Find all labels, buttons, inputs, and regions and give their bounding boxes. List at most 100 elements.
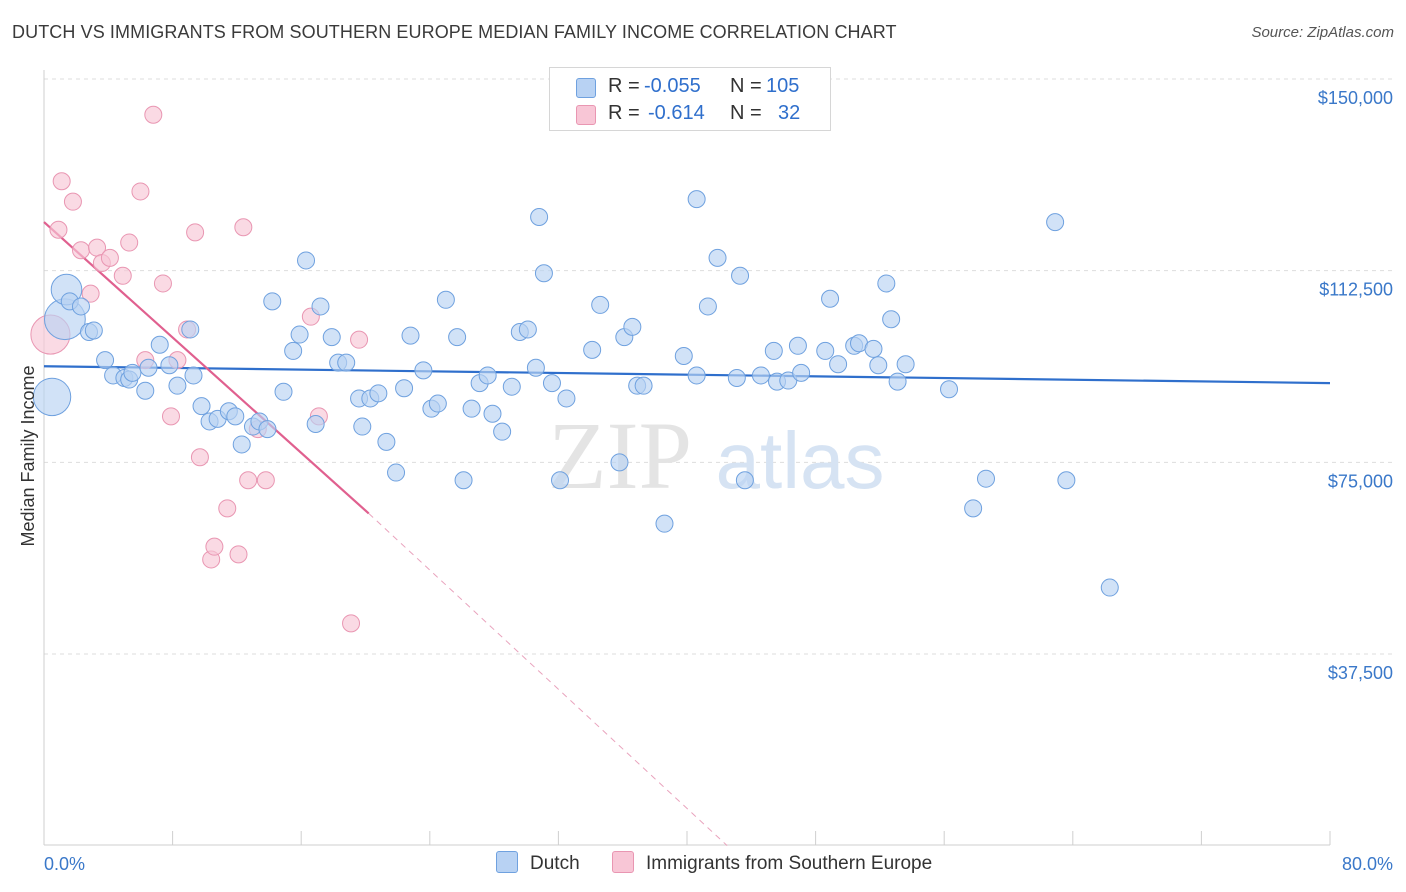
immigrants-point	[205, 537, 224, 556]
legend-n-label: N =	[730, 102, 762, 124]
dutch-point	[448, 328, 467, 347]
dutch-point	[263, 292, 282, 311]
dutch-point	[821, 289, 840, 308]
dutch-point	[401, 326, 420, 345]
immigrants-point	[256, 471, 275, 490]
immigrants-point	[100, 248, 119, 267]
immigrants-trend-extension	[368, 513, 728, 847]
dutch-point	[940, 380, 959, 399]
immigrants-point	[144, 105, 163, 124]
dutch-point	[518, 320, 537, 339]
dutch-point	[788, 336, 807, 355]
dutch-legend-swatch	[496, 851, 518, 873]
stats-legend: R = -0.055 N = 105 R = -0.614 N = 32	[549, 67, 831, 131]
dutch-point	[610, 453, 629, 472]
immigrants-point	[229, 545, 248, 564]
dutch-point	[1046, 213, 1065, 232]
immigrants-point	[234, 218, 253, 237]
dutch-point	[655, 514, 674, 533]
dutch-point	[764, 341, 783, 360]
dutch-point	[192, 397, 211, 416]
dutch-point	[258, 420, 277, 439]
axes	[43, 70, 1331, 846]
dutch-point	[591, 295, 610, 314]
data-points	[30, 105, 1119, 633]
dutch-point	[322, 328, 341, 347]
dutch-legend-label: Dutch	[530, 853, 580, 874]
immigrants-point	[49, 220, 68, 239]
immigrants-swatch	[576, 105, 596, 125]
dutch-point	[428, 394, 447, 413]
immigrants-point	[81, 284, 100, 303]
dutch-point	[32, 377, 72, 417]
dutch-point	[160, 356, 179, 375]
y-tick-label: $112,500	[1319, 280, 1393, 300]
immigrants-legend-label: Immigrants from Southern Europe	[646, 853, 933, 874]
dutch-point	[462, 399, 481, 418]
legend-r-label: R =	[608, 75, 640, 97]
dutch-point	[623, 317, 642, 336]
dutch-point	[139, 358, 158, 377]
watermark: ZIP atlas	[548, 402, 884, 509]
legend-r-value: -0.055	[644, 75, 701, 97]
dutch-point	[290, 325, 309, 344]
dutch-point	[792, 363, 811, 382]
dutch-point	[387, 463, 406, 482]
dutch-point	[964, 499, 983, 518]
dutch-point	[557, 389, 576, 408]
dutch-point	[634, 376, 653, 395]
immigrants-point	[239, 471, 258, 490]
dutch-point	[731, 266, 750, 285]
y-tick-label: $150,000	[1318, 88, 1393, 108]
dutch-point	[534, 264, 553, 283]
dutch-point	[71, 297, 90, 316]
dutch-point	[377, 432, 396, 451]
dutch-point	[297, 251, 316, 270]
immigrants-point	[190, 448, 209, 467]
dutch-point	[168, 376, 187, 395]
immigrants-point	[71, 241, 90, 260]
dutch-point	[136, 381, 155, 400]
y-axis-label: Median Family Income	[18, 365, 38, 546]
dutch-point	[232, 435, 251, 454]
dutch-point	[1100, 578, 1119, 597]
bottom-legend-dutch: Dutch	[496, 851, 580, 875]
dutch-point	[864, 339, 883, 358]
legend-n-value: 32	[778, 102, 801, 124]
dutch-point	[882, 310, 901, 329]
dutch-point	[976, 469, 995, 488]
dutch-point	[869, 356, 888, 375]
dutch-swatch	[576, 78, 596, 98]
trend-lines	[43, 221, 1331, 847]
y-tick-label: $75,000	[1328, 471, 1393, 491]
dutch-point	[337, 353, 356, 372]
dutch-point	[551, 471, 570, 490]
dutch-point	[181, 320, 200, 339]
source-label: Source: ZipAtlas.com	[1251, 24, 1394, 41]
dutch-point	[896, 355, 915, 374]
dutch-point	[483, 404, 502, 423]
dutch-point	[353, 417, 372, 436]
dutch-point	[436, 290, 455, 309]
immigrants-legend-swatch	[612, 851, 634, 873]
x-tick-label: 0.0%	[44, 854, 85, 874]
dutch-trend-line	[43, 365, 1331, 385]
dutch-point	[84, 321, 103, 340]
bottom-legend-immigrants: Immigrants from Southern Europe	[612, 851, 932, 875]
dutch-point	[274, 382, 293, 401]
dutch-point	[877, 274, 896, 293]
dutch-point	[493, 422, 512, 441]
immigrants-point	[161, 407, 180, 426]
dutch-point	[454, 471, 473, 490]
y-tick-labels: $150,000 $112,500 $75,000 $37,500	[1318, 88, 1393, 683]
x-tick-labels: 0.0% 80.0%	[44, 854, 1393, 874]
dutch-point	[414, 361, 433, 380]
immigrants-point	[218, 499, 237, 518]
x-tick-label: 80.0%	[1342, 854, 1393, 874]
immigrants-point	[52, 172, 71, 191]
dutch-point	[123, 363, 142, 382]
dutch-point	[526, 358, 545, 377]
dutch-point	[687, 190, 706, 209]
dutch-point	[284, 341, 303, 360]
